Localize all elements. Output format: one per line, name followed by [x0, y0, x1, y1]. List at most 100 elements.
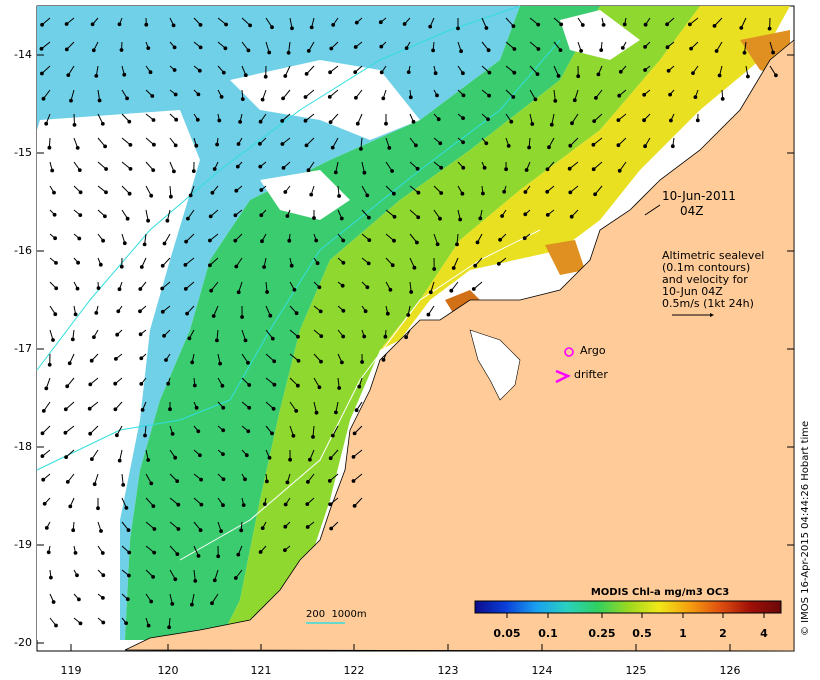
velocity-arrow-head — [643, 45, 647, 49]
velocity-arrow-head — [151, 575, 156, 579]
velocity-arrow-head — [100, 121, 105, 126]
velocity-arrow-head — [341, 260, 346, 265]
velocity-arrow-head — [412, 265, 417, 270]
velocity-arrow-head — [267, 455, 272, 460]
velocity-arrow-head — [101, 620, 106, 625]
velocity-arrow-head — [289, 263, 294, 268]
velocity-arrow-head — [283, 190, 288, 194]
velocity-arrow-head — [173, 143, 178, 148]
velocity-arrow-head — [594, 96, 598, 100]
velocity-arrow-head — [383, 334, 388, 339]
velocity-arrow-head — [317, 385, 322, 390]
velocity-arrow-head — [221, 503, 225, 508]
velocity-arrow-head — [126, 573, 131, 578]
velocity-arrow-head — [390, 263, 395, 268]
velocity-arrow-head — [695, 118, 700, 123]
velocity-arrow-head — [42, 501, 47, 506]
velocity-arrow-head — [217, 118, 222, 123]
velocity-arrow-head — [152, 550, 157, 555]
estuary — [469, 329, 521, 401]
velocity-arrow-head — [559, 22, 564, 27]
velocity-arrow-head — [173, 577, 178, 582]
velocity-arrow-head — [260, 526, 265, 530]
velocity-arrow-head — [572, 98, 577, 103]
velocity-arrow-head — [385, 311, 390, 316]
velocity-arrow-head — [52, 212, 57, 217]
velocity-arrow-head — [198, 453, 202, 458]
velocity-arrow-head — [164, 358, 168, 362]
velocity-arrow-head — [94, 74, 99, 78]
velocity-arrow-head — [381, 358, 386, 362]
velocity-arrow-head — [314, 410, 319, 415]
velocity-arrow-head — [258, 141, 262, 146]
velocity-arrow-head — [530, 122, 535, 126]
velocity-arrow-head — [327, 479, 332, 483]
velocity-arrow-head — [341, 238, 346, 243]
velocity-arrow-head — [212, 167, 217, 171]
velocity-arrow-head — [329, 526, 334, 531]
velocity-arrow-head — [351, 479, 356, 483]
velocity-arrow-head — [340, 283, 345, 288]
velocity-arrow-head — [767, 26, 772, 31]
velocity-arrow-head — [96, 286, 101, 291]
velocity-arrow-head — [68, 504, 73, 509]
velocity-arrow-head — [208, 238, 212, 243]
velocity-arrow-head — [235, 164, 240, 169]
velocity-arrow-head — [149, 481, 154, 486]
velocity-arrow-head — [176, 502, 181, 507]
velocity-arrow-head — [143, 433, 147, 438]
velocity-arrow-head — [527, 145, 531, 150]
velocity-arrow-head — [314, 238, 319, 243]
velocity-arrow-head — [354, 20, 359, 25]
velocity-arrows — [39, 17, 778, 630]
velocity-arrow-head — [272, 382, 277, 387]
velocity-arrow-head — [305, 525, 310, 529]
velocity-arrow-head — [117, 458, 122, 463]
velocity-arrow-head — [236, 142, 241, 146]
drifter-marker — [555, 369, 571, 384]
velocity-arrow-head — [209, 288, 214, 293]
velocity-arrow-head — [114, 357, 118, 361]
velocity-arrow-head — [487, 70, 492, 75]
lat-tick-label: -20 — [14, 636, 32, 649]
velocity-arrow-head — [620, 46, 625, 50]
velocity-arrow-head — [234, 264, 239, 269]
velocity-arrow-head — [524, 168, 529, 172]
velocity-arrow-head — [714, 49, 719, 53]
velocity-arrow-head — [195, 117, 200, 122]
velocity-arrow-head — [367, 215, 371, 220]
velocity-arrow-head — [287, 238, 292, 243]
argo-label: Argo — [580, 344, 606, 357]
velocity-arrow-head — [117, 287, 122, 292]
velocity-arrow-head — [139, 356, 144, 361]
velocity-arrow-head — [78, 190, 83, 195]
velocity-arrow-head — [426, 312, 431, 317]
velocity-arrow-head — [244, 453, 249, 458]
velocity-arrow-head — [72, 123, 77, 127]
velocity-arrow-head — [451, 266, 456, 270]
velocity-arrow-head — [455, 242, 459, 247]
velocity-arrow-head — [87, 406, 92, 411]
velocity-arrow-head — [317, 285, 322, 290]
velocity-arrow-head — [340, 360, 344, 365]
velocity-arrow-head — [246, 48, 251, 53]
velocity-arrow-head — [265, 290, 270, 294]
velocity-arrow-head — [221, 477, 226, 482]
velocity-arrow-head — [545, 167, 550, 172]
velocity-arrow-head — [414, 143, 418, 148]
velocity-arrow-head — [259, 188, 264, 192]
velocity-arrow-head — [500, 214, 505, 218]
velocity-arrow-head — [139, 382, 144, 386]
velocity-arrow-head — [360, 360, 365, 364]
velocity-arrow-head — [139, 265, 144, 269]
velocity-arrow-head — [327, 95, 332, 99]
velocity-arrow-head — [512, 70, 517, 75]
velocity-arrow-head — [40, 431, 45, 436]
velocity-arrow-head — [576, 74, 581, 79]
velocity-arrow-head — [248, 23, 253, 28]
colorbar-tick-label: 0.05 — [493, 627, 521, 640]
velocity-arrow-head — [138, 287, 143, 291]
velocity-arrow-head — [357, 384, 362, 389]
velocity-arrow-head — [352, 431, 357, 436]
lon-tick-label: 123 — [437, 664, 459, 677]
